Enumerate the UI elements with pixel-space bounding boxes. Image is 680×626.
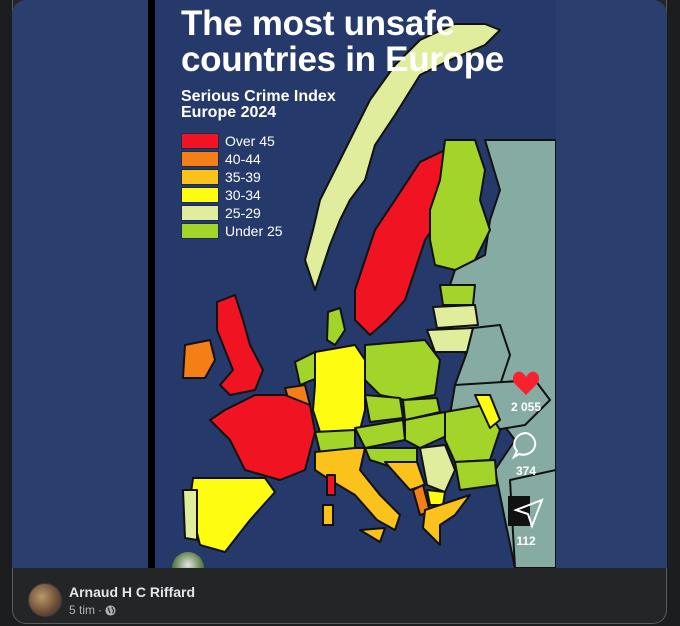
legend-label: 25-29 (225, 205, 261, 221)
video-creator-avatar[interactable] (172, 552, 204, 568)
video-frame[interactable]: The most unsafe countries in Europe Seri… (155, 0, 556, 568)
share-button[interactable]: 112 (496, 494, 556, 548)
legend-label: 30-34 (225, 187, 261, 203)
like-count: 2 055 (510, 400, 542, 414)
share-icon (508, 496, 544, 529)
subtitle-line-1: Serious Crime Index (181, 88, 336, 105)
video-subtitle: Serious Crime Index Europe 2024 (181, 89, 336, 121)
map-legend: Over 45 40-44 35-39 30-34 25-29 Under 25 (181, 132, 283, 240)
legend-label: 35-39 (225, 169, 261, 185)
legend-swatch (181, 205, 219, 221)
comment-button[interactable]: 374 (496, 430, 556, 478)
legend-label: Under 25 (225, 223, 283, 239)
title-line-2: countries in Europe (181, 40, 504, 79)
meta-separator: · (98, 603, 103, 617)
legend-item: 25-29 (181, 204, 283, 222)
legend-item: 40-44 (181, 150, 283, 168)
share-count: 112 (516, 534, 536, 548)
video-actions: 2 055 374 112 (496, 370, 556, 548)
post-media[interactable]: The most unsafe countries in Europe Seri… (12, 0, 667, 568)
legend-label: 40-44 (225, 151, 261, 167)
globe-icon (105, 604, 116, 616)
legend-swatch (181, 223, 219, 239)
legend-swatch (181, 133, 219, 149)
legend-swatch (181, 151, 219, 167)
post-time[interactable]: 5 tim (69, 603, 96, 617)
author-name[interactable]: Arnaud H C Riffard (69, 584, 195, 600)
legend-item: Under 25 (181, 222, 283, 240)
legend-swatch (181, 169, 219, 185)
video-letterbox-bar (148, 0, 155, 568)
like-button[interactable]: 2 055 (496, 370, 556, 414)
comment-icon (511, 431, 537, 460)
author-avatar[interactable] (28, 583, 62, 617)
video-title: The most unsafe countries in Europe (181, 6, 504, 78)
post-meta: 5 tim · (69, 603, 116, 617)
legend-item: 30-34 (181, 186, 283, 204)
title-line-1: The most unsafe (181, 4, 455, 43)
subtitle-line-2: Europe 2024 (181, 104, 277, 121)
legend-label: Over 45 (225, 133, 275, 149)
legend-item: Over 45 (181, 132, 283, 150)
heart-icon (512, 371, 540, 395)
europe-crime-map (182, 23, 556, 568)
legend-item: 35-39 (181, 168, 283, 186)
comment-count: 374 (515, 464, 537, 478)
legend-swatch (181, 187, 219, 203)
